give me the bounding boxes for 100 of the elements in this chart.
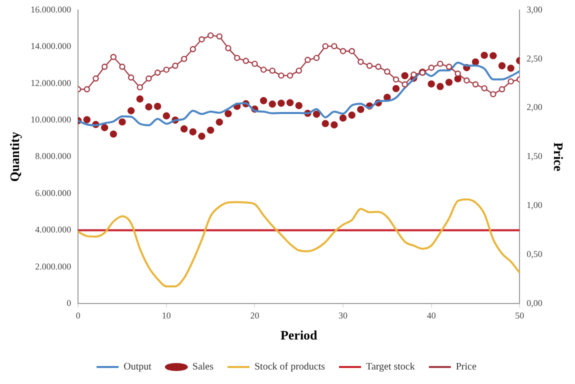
point [295,102,302,110]
y-tick-label: 16.000.000 [30,4,72,14]
point [216,118,223,126]
legend-label: Price [456,362,477,373]
point [278,100,285,107]
point [110,54,117,60]
x-axis-title: Period [280,328,318,343]
x-tick-label: 40 [426,310,436,320]
point [180,125,188,133]
point [322,43,328,50]
point [357,106,364,114]
y2-tick-label: 2,00 [526,102,543,112]
point [268,100,276,108]
point [154,70,161,76]
point [225,45,232,52]
point [428,64,434,71]
point [339,114,347,122]
point [313,54,320,62]
point [190,46,196,52]
x-tick-label: 50 [515,310,525,320]
point [260,97,268,104]
point [286,99,294,106]
point [242,58,249,64]
point [234,54,240,62]
y2-axis-title: Price [550,142,566,172]
point [252,60,258,67]
y-tick-label: 6.000.000 [35,188,72,198]
point [304,56,311,64]
point [145,103,152,110]
point [340,48,346,54]
point [490,52,497,60]
point [402,81,408,88]
y-tick-label: 8.000.000 [35,151,72,162]
point [508,78,514,85]
point [428,80,435,88]
point [180,56,188,62]
y-tick-label: 14.000.000 [30,41,72,52]
point [490,91,496,98]
point [154,102,162,110]
y-tick-label: 4.000.000 [35,224,72,235]
y-tick-label: 0 [66,298,72,308]
legend-label: Output [124,362,152,373]
point [162,112,170,120]
point [101,64,108,70]
y2-tick-label: 3,00 [526,4,543,14]
legend-label: Target stock [366,362,415,373]
point [286,72,294,79]
y-tick-label: 10.000.000 [30,114,72,124]
point [296,68,302,74]
point [216,33,222,40]
point [498,86,506,92]
point [198,132,206,140]
y-tick-label: 2.000.000 [35,261,72,272]
point [454,70,461,77]
point [366,62,373,69]
point [146,75,152,82]
point [269,68,276,74]
point [481,85,488,92]
point [348,48,355,54]
point [498,62,506,70]
point [92,75,99,82]
legend-label: Sales [192,362,214,373]
y2-tick-label: 1,50 [526,151,543,162]
y-axis-title: Quantity [7,131,22,182]
point [198,36,205,42]
x-tick-label: 10 [162,310,172,320]
point [189,128,197,136]
point [454,75,462,82]
point [507,64,514,72]
point [260,66,267,73]
point [128,74,134,81]
y2-tick-label: 2,50 [526,53,543,64]
point [464,77,470,84]
point [118,118,126,126]
point [348,112,356,119]
point [83,116,91,124]
point [127,107,135,114]
y2-tick-label: 0,00 [526,298,543,308]
point [136,84,144,90]
y-tick-label: 12.000.000 [30,78,72,88]
point [100,124,108,132]
point [172,62,178,69]
point [278,72,284,79]
point [358,58,364,65]
point [392,76,400,83]
point [84,86,90,92]
point [445,78,453,86]
point [410,71,417,78]
line-series [78,198,520,288]
point [384,94,391,101]
point [446,64,452,70]
point [207,32,214,39]
point [110,130,118,138]
point [163,66,170,73]
x-tick-label: 20 [250,310,260,320]
point [437,60,444,67]
point [330,121,338,128]
point [375,64,382,70]
point [224,110,232,118]
x-tick-label: 30 [338,310,348,320]
